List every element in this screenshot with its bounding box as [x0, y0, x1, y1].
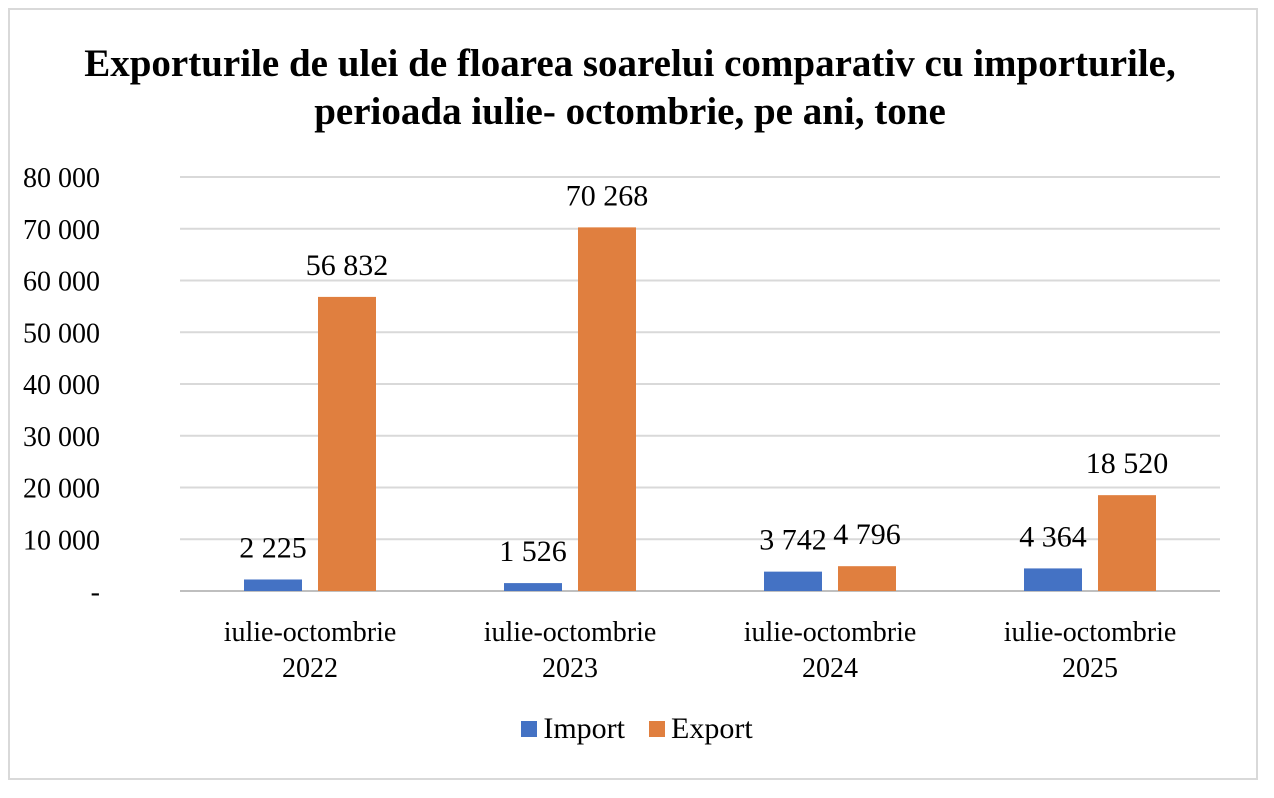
legend-swatch-export: [649, 721, 665, 737]
x-tick-label: iulie-octombrie: [484, 617, 657, 648]
data-label-import: 1 526: [499, 535, 567, 568]
x-tick-label: iulie-octombrie: [1004, 617, 1177, 648]
bar-export: [838, 566, 896, 591]
legend-label-import: Import: [543, 712, 625, 745]
x-tick-label: 2023: [542, 653, 598, 684]
x-tick-label: iulie-octombrie: [744, 617, 917, 648]
y-tick-label: 60 000: [23, 267, 100, 298]
x-tick-label: 2024: [802, 653, 858, 684]
data-label-import: 4 364: [1019, 520, 1087, 553]
data-label-export: 56 832: [306, 249, 389, 282]
bar-import: [244, 579, 302, 591]
y-tick-label: 10 000: [23, 525, 100, 556]
data-label-export: 70 268: [566, 179, 649, 212]
data-label-import: 2 225: [239, 531, 307, 564]
legend-swatch-import: [521, 721, 538, 737]
bar-import: [504, 583, 562, 591]
bar-export: [1098, 495, 1156, 591]
legend-label-export: Export: [671, 712, 753, 745]
data-label-export: 18 520: [1086, 447, 1169, 480]
bar-export: [578, 227, 636, 591]
data-label-export: 4 796: [833, 518, 901, 551]
bar-import: [1024, 568, 1082, 591]
chart-title: Exporturile de ulei de floarea soarelui …: [84, 42, 1176, 133]
x-tick-label: 2025: [1062, 653, 1118, 684]
x-tick-label: 2022: [282, 653, 338, 684]
y-tick-label: 70 000: [23, 215, 100, 246]
data-label-import: 3 742: [759, 524, 827, 557]
y-tick-label: -: [91, 577, 100, 608]
x-tick-label: iulie-octombrie: [224, 617, 397, 648]
legend-item-export: Export: [649, 712, 753, 746]
y-tick-label: 20 000: [23, 474, 100, 505]
bar-import: [764, 571, 822, 591]
legend-item-import: Import: [521, 712, 625, 746]
y-tick-label: 50 000: [23, 318, 100, 349]
y-tick-label: 80 000: [23, 163, 100, 194]
bar-export: [318, 296, 376, 591]
chart-legend: Import Export: [0, 712, 1274, 746]
y-tick-label: 30 000: [23, 422, 100, 453]
y-tick-label: 40 000: [23, 370, 100, 401]
